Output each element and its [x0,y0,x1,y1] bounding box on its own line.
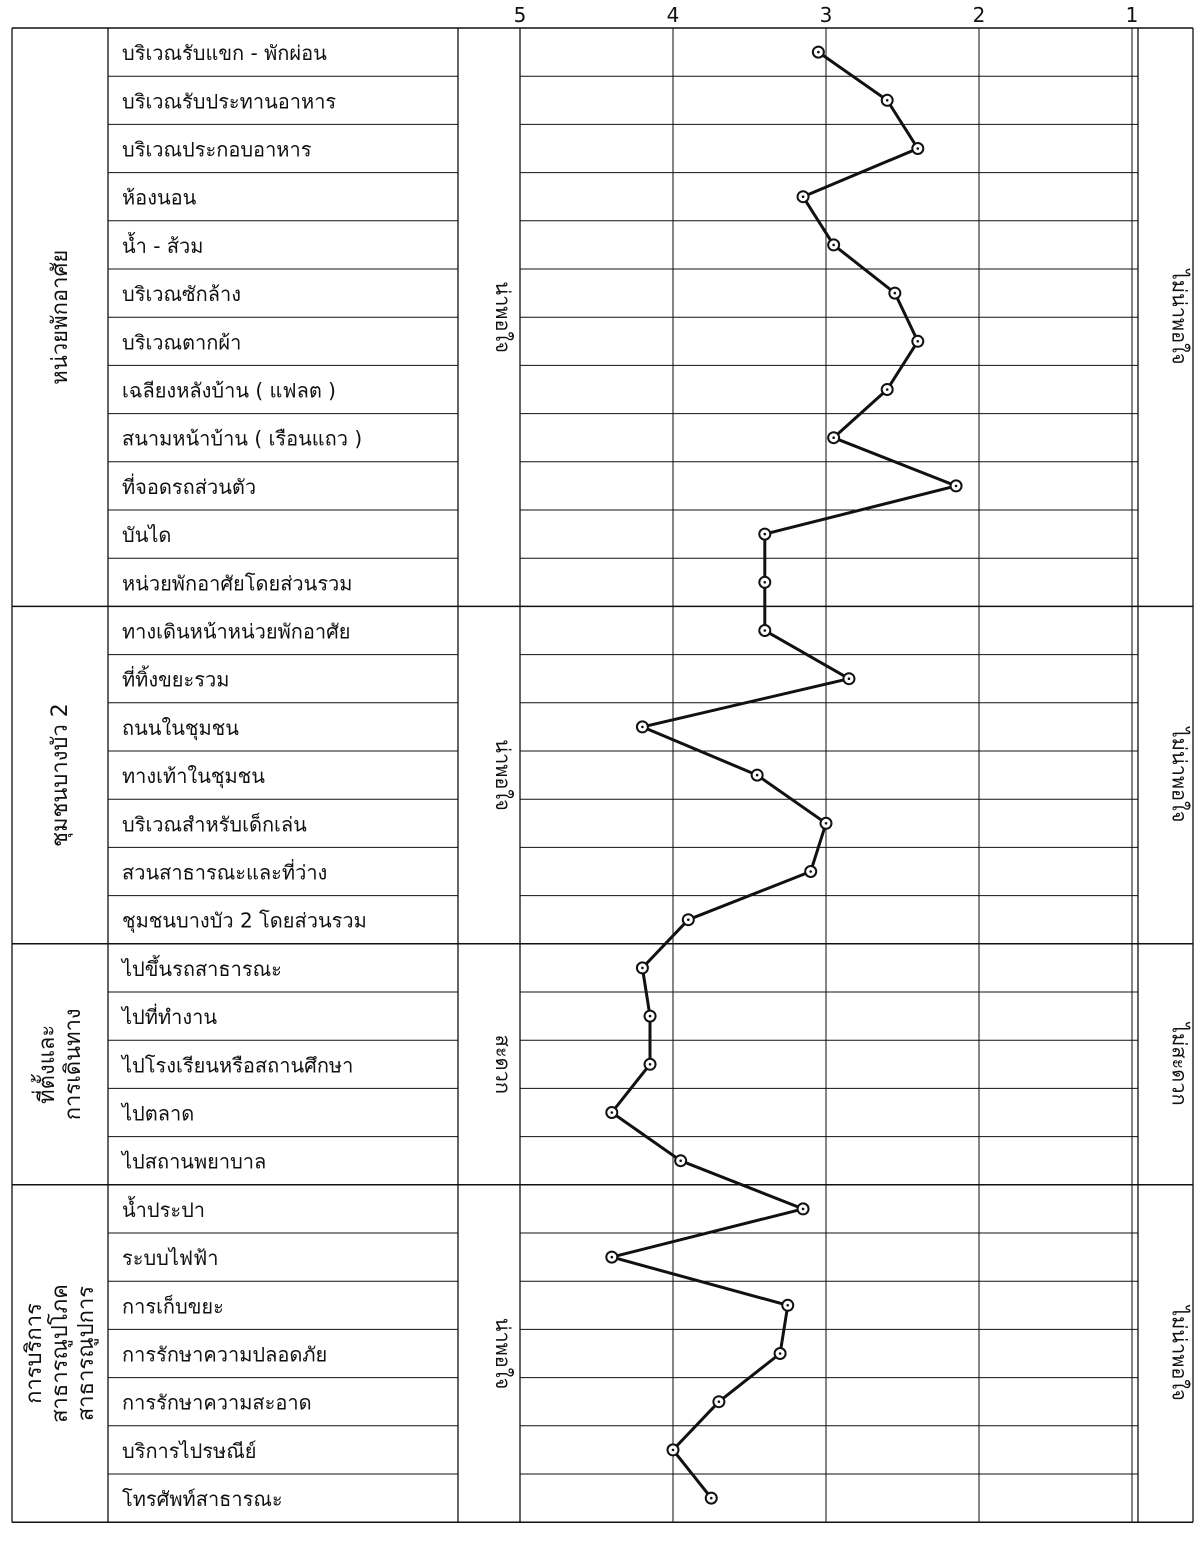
data-point-center [648,1063,652,1066]
x-tick-label: 5 [514,3,527,27]
group-label: ชุมชนบางบัว 2 [48,703,73,847]
data-point-center [641,725,644,729]
positive-rating-label: น่าพอใจ [491,1318,515,1390]
item-label: การรักษาความสะอาด [122,1391,312,1415]
data-point-center [687,918,690,921]
item-label: หน่วยพักอาศัยโดยส่วนรวม [122,571,352,595]
data-point-center [916,340,920,343]
data-point-center [885,99,889,102]
item-label: บันได [122,523,171,547]
item-label: บริเวณซักล้าง [122,282,241,306]
data-point-center [954,484,958,488]
data-point-center [763,581,767,584]
negative-rating-label: ไม่น่าพอใจ [1168,1304,1192,1401]
data-point-center [610,1111,614,1114]
item-label: สวนสาธารณะและที่ว่าง [122,859,327,885]
x-tick-label: 3 [820,3,833,27]
data-point-center [809,870,812,873]
item-label: ไปที่ทำงาน [120,1003,217,1029]
item-label: ทางเดินหน้าหน่วยพักอาศัย [122,620,351,644]
item-label: สนามหน้าบ้าน ( เรือนแถว ) [122,427,362,451]
data-point-center [763,629,767,632]
item-label: ไปโรงเรียนหรือสถานศึกษา [120,1053,353,1077]
data-point-center [679,1159,682,1162]
markers [605,45,963,1505]
data-point-center [763,532,767,536]
x-tick-label: 1 [1126,3,1139,27]
positive-rating-label: สะดวก [491,1035,515,1094]
data-point-center [832,243,835,247]
x-tick-label: 2 [973,3,986,27]
data-point-center [671,1448,675,1452]
negative-rating-label: ไม่สะดวก [1168,1021,1192,1106]
data-point-center [778,1352,782,1355]
data-point-center [786,1304,790,1307]
group-label: สาธารณูปโภค [47,1284,73,1423]
data-point-center [916,147,920,150]
item-label: ห้องนอน [122,186,197,210]
x-tick-label: 4 [667,3,680,27]
data-point-center [801,1207,805,1211]
item-label: บริเวณประกอบอาหาร [122,138,312,162]
negative-rating-label: ไม่น่าพอใจ [1168,268,1192,365]
data-point-center [817,50,820,54]
item-label: ไปตลาด [120,1102,194,1126]
data-point-center [610,1255,614,1259]
data-point-center [641,966,644,970]
item-label: บริเวณสำหรับเด็กเล่น [122,811,307,836]
data-point-center [648,1014,652,1018]
data-point-center [755,773,759,777]
item-label: บริการไปรษณีย์ [122,1439,256,1463]
item-label: การรักษาความปลอดภัย [122,1343,327,1367]
positive-rating-label: น่าพอใจ [491,281,515,353]
item-label: ทางเท้าในชุมชน [122,764,265,789]
item-label: เฉลียงหลังบ้าน ( แฟลต ) [122,379,336,403]
item-label: ถนนในชุมชน [122,716,239,741]
item-label: ไปสถานพยาบาล [120,1150,266,1174]
data-point-center [801,195,805,198]
positive-rating-label: น่าพอใจ [491,739,515,811]
item-label: การเก็บขยะ [122,1293,224,1318]
item-label: ไปขึ้นรถสาธารณะ [120,955,282,981]
item-label: น้ำประปา [122,1196,205,1222]
group-label: การเดินทาง [61,1008,86,1120]
data-point-center [709,1496,713,1500]
data-point-center [885,388,889,391]
item-label: น้ำ - ส้วม [122,232,203,258]
item-label: โทรศัพท์สาธารณะ [122,1487,283,1511]
group-label: การบริการ [22,1303,47,1404]
data-point-center [824,822,828,825]
group-label: หน่วยพักอาศัย [48,250,73,385]
item-label: ที่จอดรถส่วนตัว [122,473,256,499]
labels: 5 4 3 2 1หน่วยพักอาศัย น่าพอใจ ไม่น่าพอใจบริเว… [22,3,1192,1511]
data-point-center [832,436,835,440]
grid [11,27,1194,1523]
item-label: ระบบไฟฟ้า [122,1246,218,1270]
group-label: สาธารณูปการ [74,1286,99,1421]
group-label: ที่ตั้งและ [31,1025,60,1104]
item-label: ชุมชนบางบัว 2 โดยส่วนรวม [122,909,367,934]
item-label: บริเวณรับประทานอาหาร [122,89,336,113]
item-label: บริเวณรับแขก - พักผ่อน [122,41,327,65]
data-point-center [717,1400,721,1403]
data-point-center [847,677,851,680]
item-label: ที่ทิ้งขยะรวม [122,666,229,692]
data-point-center [893,291,897,295]
item-label: บริเวณตากผ้า [122,330,241,354]
negative-rating-label: ไม่น่าพอใจ [1168,726,1192,823]
